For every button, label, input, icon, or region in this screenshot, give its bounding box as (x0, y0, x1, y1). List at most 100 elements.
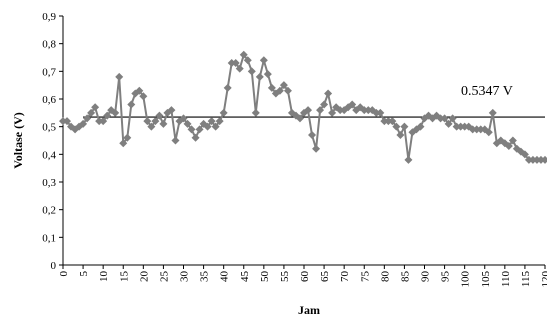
series-line (63, 52, 545, 161)
data-point (376, 108, 385, 117)
data-point (456, 122, 465, 131)
data-point (488, 108, 497, 117)
x-tick-label: 110 (500, 271, 512, 288)
data-point (203, 122, 212, 131)
data-point (328, 108, 337, 117)
data-point (243, 56, 252, 65)
data-point (239, 50, 248, 59)
x-tick-label: 95 (440, 271, 452, 283)
y-tick-label: 0,9 (42, 11, 56, 23)
data-point (440, 114, 449, 123)
data-point (159, 119, 168, 128)
data-point (460, 122, 469, 131)
data-point (127, 100, 136, 109)
data-point (324, 89, 333, 98)
data-point (392, 122, 401, 131)
data-point (147, 122, 156, 131)
data-point (388, 117, 397, 126)
x-tick-label: 65 (319, 271, 331, 283)
x-tick-label: 70 (339, 271, 351, 283)
x-tick-label: 35 (199, 271, 211, 283)
data-point (536, 155, 545, 164)
x-tick-label: 105 (480, 271, 492, 288)
data-point (87, 108, 96, 117)
x-axis-title: Jam (298, 303, 320, 317)
data-point (364, 106, 373, 115)
data-point (227, 59, 236, 68)
data-point (541, 155, 547, 164)
y-tick-label: 0,7 (42, 66, 56, 78)
data-point (231, 59, 240, 68)
data-point (111, 108, 120, 117)
data-point (384, 117, 393, 126)
data-point (219, 108, 228, 117)
data-point (143, 117, 152, 126)
y-tick-label: 0,8 (42, 39, 56, 51)
data-point (135, 86, 144, 95)
data-point (155, 111, 164, 120)
series-group (59, 50, 547, 164)
data-point (267, 83, 276, 92)
x-tick-label: 80 (379, 271, 391, 283)
x-tick-label: 50 (259, 271, 271, 283)
data-point (380, 117, 389, 126)
x-tick-label: 45 (239, 271, 251, 283)
y-axis: 0 0,1 0,2 0,3 0,4 0,5 0,6 0,7 0,8 0,9 (42, 11, 64, 272)
data-point (235, 64, 244, 73)
data-point (468, 125, 477, 134)
data-point (79, 119, 88, 128)
x-tick-label: 90 (420, 271, 432, 283)
y-tick-label: 0,5 (42, 122, 56, 134)
data-point (95, 117, 104, 126)
x-tick-label: 85 (399, 271, 411, 283)
data-point (320, 100, 329, 109)
x-tick-label: 15 (118, 271, 130, 283)
data-point (312, 144, 321, 153)
x-tick-label: 10 (98, 271, 110, 283)
y-tick-label: 0,1 (42, 232, 56, 244)
x-tick-label: 25 (158, 271, 170, 283)
data-point (404, 155, 413, 164)
data-point (195, 125, 204, 134)
x-tick-label: 40 (219, 271, 231, 283)
y-tick-label: 0 (51, 260, 57, 272)
data-point (207, 117, 216, 126)
data-point (119, 139, 128, 148)
data-point (508, 136, 517, 145)
data-point (99, 117, 108, 126)
x-tick-label: 0 (58, 271, 70, 277)
data-point (91, 103, 100, 112)
data-point (151, 117, 160, 126)
x-tick-label: 30 (179, 271, 191, 283)
data-point (215, 117, 224, 126)
data-point (416, 122, 425, 131)
y-tick-label: 0,6 (42, 94, 56, 106)
y-tick-label: 0,4 (42, 149, 56, 161)
data-point (67, 122, 76, 131)
data-point (223, 83, 232, 92)
data-point (372, 108, 381, 117)
x-axis: 0 5 10 15 20 25 30 35 40 45 50 55 60 65 70 75 80 85 90 95 10… (58, 264, 547, 288)
data-point (187, 125, 196, 134)
data-point (251, 108, 260, 117)
data-point (308, 130, 317, 139)
data-point (464, 122, 473, 131)
data-point (524, 155, 533, 164)
x-tick-label: 20 (138, 271, 150, 283)
data-point (211, 122, 220, 131)
data-point (484, 128, 493, 137)
data-point (336, 106, 345, 115)
y-axis-title: Voltase (V) (11, 112, 25, 169)
data-point (528, 155, 537, 164)
y-tick-label: 0,3 (42, 177, 56, 189)
data-point (504, 142, 513, 151)
data-point (396, 130, 405, 139)
data-point (448, 114, 457, 123)
data-point (103, 111, 112, 120)
data-point (360, 106, 369, 115)
data-point (171, 136, 180, 145)
data-point (400, 122, 409, 131)
data-point (183, 119, 192, 128)
reference-line-label: 0.5347 V (461, 84, 513, 99)
